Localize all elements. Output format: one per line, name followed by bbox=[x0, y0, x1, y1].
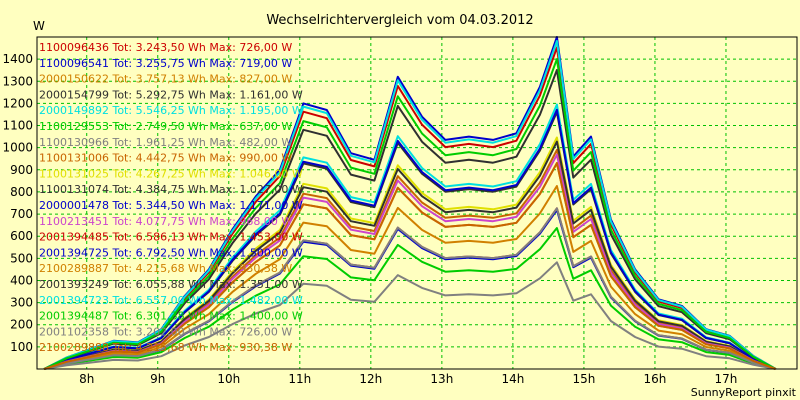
series-line bbox=[43, 261, 776, 370]
y-tick-label: 600 bbox=[10, 229, 33, 243]
series-line bbox=[43, 227, 776, 370]
legend-entry: 1100096436 Tot: 3.243,50 Wh Max: 726,00 … bbox=[39, 41, 292, 54]
y-tick-label: 700 bbox=[10, 207, 33, 221]
legend-entry: 1100096541 Tot: 3.255,75 Wh Max: 719,00 … bbox=[39, 57, 292, 70]
series-line bbox=[43, 58, 777, 370]
y-tick-label: 100 bbox=[10, 340, 33, 354]
legend-entry: 2000150622 Tot: 3.757,13 Wh Max: 827,00 … bbox=[39, 73, 292, 86]
legend: 1100096436 Tot: 3.243,50 Wh Max: 726,00 … bbox=[39, 41, 303, 354]
y-tick-label: 200 bbox=[10, 318, 33, 332]
legend-entry: 2100289888 Tot: 4.215,68 Wh Max: 930,38 … bbox=[39, 341, 292, 354]
legend-entry: 2000149892 Tot: 5.546,25 Wh Max: 1.195,0… bbox=[39, 104, 303, 117]
y-tick-label: 1200 bbox=[2, 96, 33, 110]
y-tick-label: 500 bbox=[10, 251, 33, 265]
series-line bbox=[43, 69, 777, 370]
x-tick-label: 15h bbox=[572, 372, 595, 386]
x-tick-label: 10h bbox=[217, 372, 240, 386]
series-lines bbox=[43, 36, 777, 370]
footer-credit: SunnyReport pinxit bbox=[691, 386, 797, 399]
x-tick-label: 13h bbox=[430, 372, 453, 386]
x-tick-label: 14h bbox=[501, 372, 524, 386]
y-tick-label: 1000 bbox=[2, 141, 33, 155]
series-line bbox=[43, 162, 777, 370]
series-line bbox=[43, 185, 777, 370]
legend-entry: 2000154799 Tot: 5.292,75 Wh Max: 1.161,0… bbox=[39, 88, 303, 101]
x-axis-ticks: 8h 9h 10h 11h 12h 13h 14h 15h 16h 17h bbox=[79, 372, 737, 386]
legend-entry: 2001394485 Tot: 6.586,13 Wh Max: 1.453,0… bbox=[39, 231, 303, 244]
legend-entry: 2001102358 Tot: 3.202,00 Wh Max: 726,00 … bbox=[39, 325, 292, 338]
legend-entry: 1100131074 Tot: 4.384,75 Wh Max: 1.027,0… bbox=[39, 183, 303, 196]
y-tick-label: 1400 bbox=[2, 52, 33, 66]
plot-area-frame bbox=[36, 36, 798, 370]
y-axis-label: W bbox=[33, 19, 45, 33]
y-tick-label: 1100 bbox=[2, 119, 33, 133]
series-line bbox=[43, 40, 777, 370]
legend-entry: 2000001478 Tot: 5.344,50 Wh Max: 1.171,0… bbox=[39, 199, 303, 212]
y-tick-label: 1300 bbox=[2, 74, 33, 88]
legend-entry: 2100289887 Tot: 4.215,68 Wh Max: 930,38 … bbox=[39, 262, 292, 275]
series-line bbox=[43, 108, 777, 370]
legend-entry: 2001394723 Tot: 6.557,00 Wh Max: 1.482,0… bbox=[39, 294, 303, 307]
x-tick-label: 8h bbox=[79, 372, 94, 386]
y-tick-label: 900 bbox=[10, 163, 33, 177]
y-tick-label: 800 bbox=[10, 185, 33, 199]
x-tick-label: 12h bbox=[359, 372, 382, 386]
x-tick-label: 9h bbox=[150, 372, 165, 386]
series-line bbox=[43, 140, 777, 370]
legend-entry: 2001393249 Tot: 6.055,88 Wh Max: 1.351,0… bbox=[39, 278, 303, 291]
legend-entry: 1100129553 Tot: 2.749,50 Wh Max: 637,00 … bbox=[39, 120, 292, 133]
legend-entry: 1100130966 Tot: 1.961,25 Wh Max: 482,00 … bbox=[39, 136, 292, 149]
x-tick-label: 16h bbox=[644, 372, 667, 386]
legend-entry: 2001394725 Tot: 6.792,50 Wh Max: 1.500,0… bbox=[39, 246, 303, 259]
legend-entry: 1100131006 Tot: 4.442,75 Wh Max: 990,00 … bbox=[39, 152, 292, 165]
legend-entry: 1100131025 Tot: 4.267,25 Wh Max: 1.046,0… bbox=[39, 167, 303, 180]
y-axis-ticks: 100 200 300 400 500 600 700 800 900 1000 1100 1200 1… bbox=[2, 52, 33, 354]
y-tick-label: 400 bbox=[10, 273, 33, 287]
chart-title: Wechselrichtervergleich vom 04.03.2012 bbox=[266, 13, 533, 28]
y-tick-label: 300 bbox=[10, 296, 33, 310]
x-tick-label: 11h bbox=[288, 372, 311, 386]
series-line bbox=[43, 207, 776, 370]
legend-entry: 1100213451 Tot: 4.077,75 Wh Max: 968,00 … bbox=[39, 215, 292, 228]
x-tick-label: 17h bbox=[715, 372, 738, 386]
legend-entry: 2001394487 Tot: 6.301,38 Wh Max: 1.400,0… bbox=[39, 310, 303, 323]
